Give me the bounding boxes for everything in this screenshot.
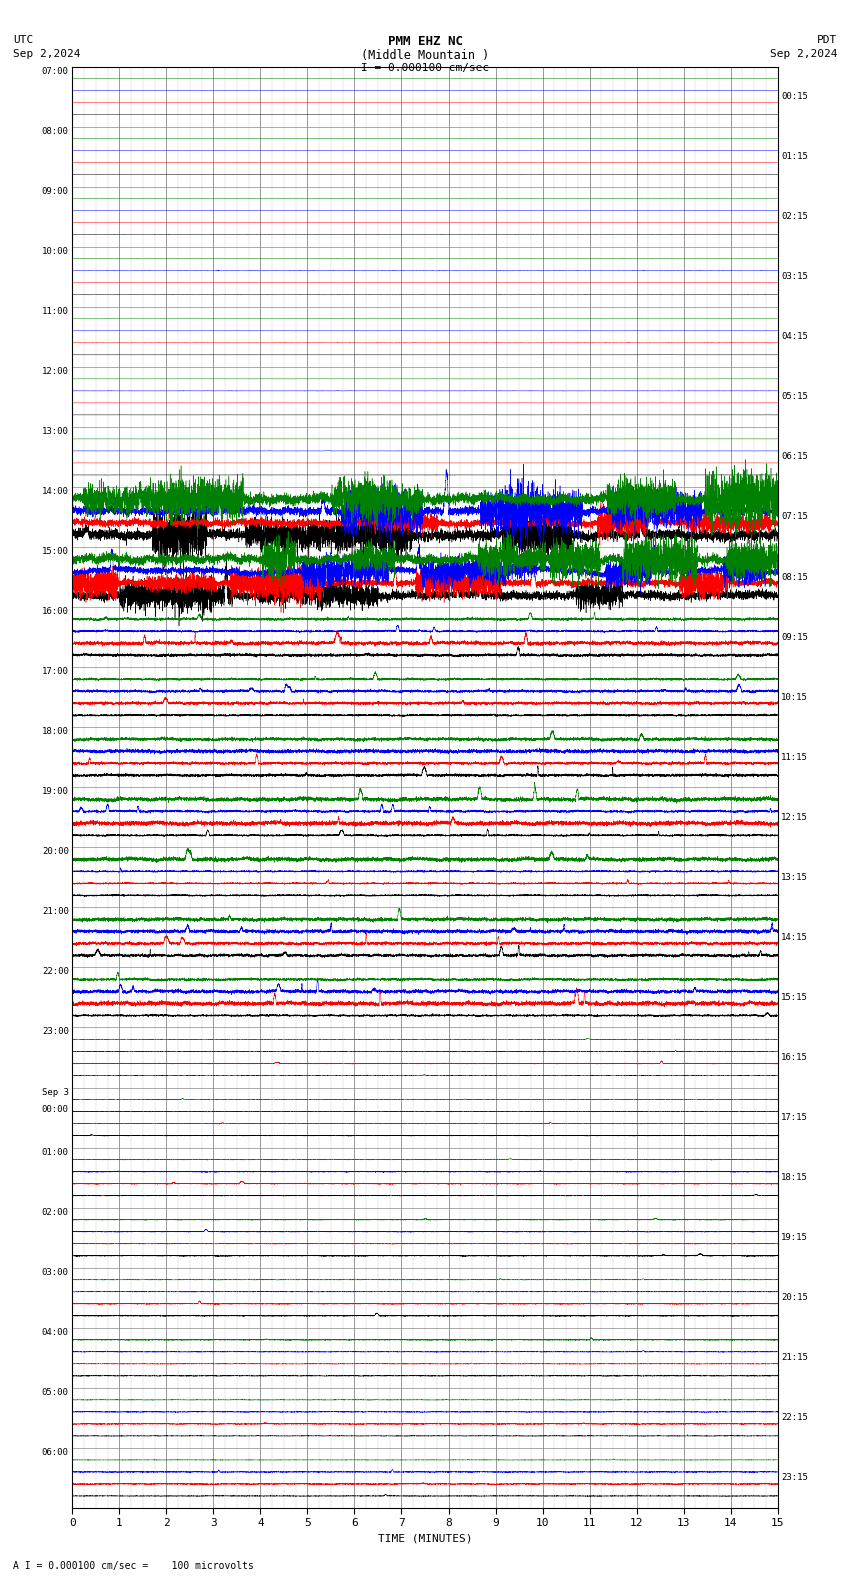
Text: 21:15: 21:15 [781,1353,808,1362]
Text: Sep 3: Sep 3 [42,1088,69,1096]
Text: 05:15: 05:15 [781,393,808,401]
Text: 03:15: 03:15 [781,272,808,282]
Text: 01:00: 01:00 [42,1147,69,1156]
Text: 04:15: 04:15 [781,333,808,341]
Text: 23:00: 23:00 [42,1028,69,1036]
Text: 02:15: 02:15 [781,212,808,222]
Text: 09:15: 09:15 [781,632,808,642]
Text: 21:00: 21:00 [42,908,69,917]
Text: 12:00: 12:00 [42,367,69,375]
Text: 12:15: 12:15 [781,813,808,822]
Text: 17:00: 17:00 [42,667,69,676]
Text: 22:15: 22:15 [781,1413,808,1422]
Text: 19:00: 19:00 [42,787,69,797]
Text: 17:15: 17:15 [781,1114,808,1121]
Text: A I = 0.000100 cm/sec =    100 microvolts: A I = 0.000100 cm/sec = 100 microvolts [13,1562,253,1571]
Text: 18:15: 18:15 [781,1174,808,1182]
Text: PMM EHZ NC: PMM EHZ NC [388,35,462,48]
Text: 20:00: 20:00 [42,847,69,857]
Text: 05:00: 05:00 [42,1388,69,1397]
Text: 15:15: 15:15 [781,993,808,1003]
Text: 04:00: 04:00 [42,1327,69,1337]
Text: 03:00: 03:00 [42,1267,69,1277]
Text: 00:15: 00:15 [781,92,808,101]
Text: 07:00: 07:00 [42,67,69,76]
Text: 10:15: 10:15 [781,692,808,702]
Text: 13:00: 13:00 [42,428,69,436]
Text: I = 0.000100 cm/sec: I = 0.000100 cm/sec [361,63,489,73]
Text: 06:15: 06:15 [781,453,808,461]
Text: 00:00: 00:00 [42,1106,69,1114]
Text: 08:15: 08:15 [781,572,808,581]
Text: 11:15: 11:15 [781,752,808,762]
Text: PDT: PDT [817,35,837,44]
Text: 20:15: 20:15 [781,1293,808,1302]
Text: 22:00: 22:00 [42,968,69,976]
Text: 14:00: 14:00 [42,486,69,496]
Text: 23:15: 23:15 [781,1473,808,1483]
Text: Sep 2,2024: Sep 2,2024 [13,49,80,59]
Text: 16:15: 16:15 [781,1053,808,1061]
Text: 07:15: 07:15 [781,513,808,521]
X-axis label: TIME (MINUTES): TIME (MINUTES) [377,1533,473,1544]
Text: 08:00: 08:00 [42,127,69,136]
Text: 13:15: 13:15 [781,873,808,882]
Text: 02:00: 02:00 [42,1207,69,1217]
Text: 18:00: 18:00 [42,727,69,737]
Text: 09:00: 09:00 [42,187,69,196]
Text: 19:15: 19:15 [781,1234,808,1242]
Text: 01:15: 01:15 [781,152,808,162]
Text: 16:00: 16:00 [42,607,69,616]
Text: 15:00: 15:00 [42,546,69,556]
Text: Sep 2,2024: Sep 2,2024 [770,49,837,59]
Text: (Middle Mountain ): (Middle Mountain ) [361,49,489,62]
Text: 11:00: 11:00 [42,307,69,315]
Text: 10:00: 10:00 [42,247,69,255]
Text: 14:15: 14:15 [781,933,808,942]
Text: 06:00: 06:00 [42,1448,69,1457]
Text: UTC: UTC [13,35,33,44]
